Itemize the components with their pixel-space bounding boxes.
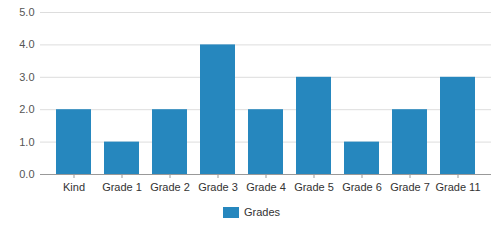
svg-text:5.0: 5.0 <box>19 6 34 18</box>
svg-text:Grade 5: Grade 5 <box>294 181 334 193</box>
svg-text:Kind: Kind <box>63 181 85 193</box>
svg-text:Grade 7: Grade 7 <box>390 181 430 193</box>
svg-text:Grade 2: Grade 2 <box>150 181 190 193</box>
svg-text:Grade 1: Grade 1 <box>102 181 142 193</box>
svg-text:4.0: 4.0 <box>19 38 34 50</box>
svg-text:1.0: 1.0 <box>19 136 34 148</box>
svg-text:Grade 3: Grade 3 <box>198 181 238 193</box>
svg-text:Grade 11: Grade 11 <box>435 181 480 193</box>
svg-text:2.0: 2.0 <box>19 103 34 115</box>
svg-text:Grade 6: Grade 6 <box>342 181 382 193</box>
svg-text:Grade 4: Grade 4 <box>246 181 286 193</box>
html-text:Grades: Grades <box>244 206 280 218</box>
svg-text:3.0: 3.0 <box>19 71 34 83</box>
svg-text:0.0: 0.0 <box>19 168 34 180</box>
